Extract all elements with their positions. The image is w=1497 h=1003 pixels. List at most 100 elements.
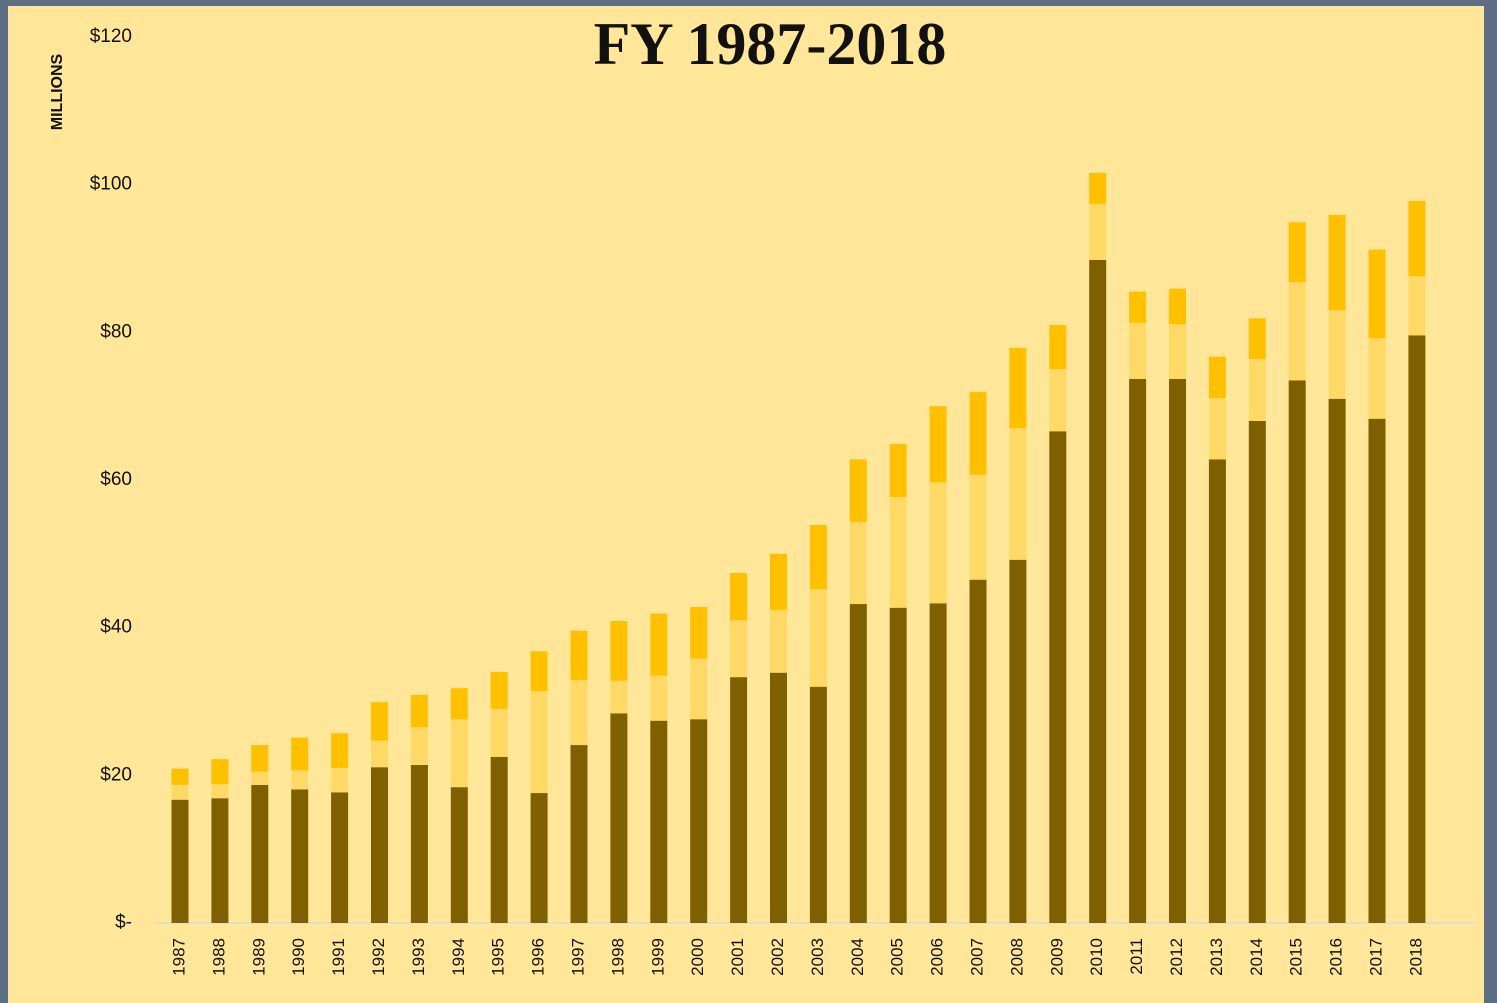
bar-segment	[1328, 214, 1346, 311]
bar-segment	[929, 406, 947, 483]
bar-segment	[1009, 428, 1027, 560]
x-tick-label: 2001	[728, 938, 747, 976]
bar-segment	[1368, 418, 1386, 923]
x-tick-label: 1990	[289, 938, 308, 976]
bar-segment	[450, 787, 468, 923]
x-tick-label: 2004	[848, 938, 867, 976]
bar-segment	[770, 672, 787, 923]
bar-segment	[610, 713, 628, 923]
bar-segment	[291, 770, 309, 790]
bar-segment	[291, 737, 309, 771]
bar-segment	[610, 680, 628, 714]
bar-segment	[490, 756, 508, 923]
bar-segment	[650, 720, 668, 923]
bar-segment	[1089, 203, 1107, 260]
y-tick-label: $60	[100, 469, 132, 490]
y-tick-label: $-	[115, 912, 132, 933]
bar-segment	[490, 671, 508, 709]
bar-segment	[211, 784, 229, 799]
bar-segment	[1408, 200, 1426, 277]
bar-segment	[1208, 398, 1226, 460]
bar-segment	[410, 727, 428, 765]
bar-segment	[889, 443, 907, 497]
bar-segment	[450, 688, 468, 720]
y-axis-label: MILLIONS	[49, 53, 66, 130]
x-tick-label: 2016	[1327, 938, 1346, 976]
bar-segment	[1169, 288, 1186, 325]
bar-segment	[770, 553, 787, 610]
bar-segment	[570, 630, 588, 681]
bar-segment	[1248, 420, 1266, 923]
bar-segment	[570, 745, 588, 923]
bar-segment	[1408, 335, 1426, 924]
bar-segment	[730, 573, 748, 621]
bar-segment	[331, 792, 349, 923]
bar-segment	[809, 686, 827, 923]
bar-segment	[690, 658, 708, 720]
bar-segment	[849, 522, 867, 605]
x-tick-label: 2013	[1207, 938, 1226, 976]
bar-segment	[1129, 378, 1147, 923]
bar-segment	[809, 525, 827, 590]
bar-segment	[929, 482, 947, 604]
bar-segment	[251, 784, 269, 923]
bar-segment	[450, 719, 468, 788]
x-tick-label: 1998	[608, 938, 627, 976]
bar-segment	[1368, 338, 1386, 419]
x-tick-label: 2010	[1087, 938, 1106, 976]
bar-segment	[371, 767, 388, 923]
bar-segment	[1248, 358, 1266, 421]
x-tick-label: 2000	[688, 938, 707, 976]
x-tick-label: 1997	[568, 938, 587, 976]
bar-segment	[849, 604, 867, 923]
x-tick-label: 2007	[967, 938, 986, 976]
bar-segment	[929, 603, 947, 923]
bar-segment	[690, 719, 708, 923]
bar-segment	[331, 733, 349, 768]
bar-segment	[690, 606, 708, 659]
bar-segment	[969, 392, 987, 475]
bar-segment	[570, 680, 588, 746]
bar-segment	[1009, 347, 1027, 429]
bar-segment	[1208, 356, 1226, 399]
bar-segment	[1169, 324, 1186, 379]
bar-segment	[251, 771, 269, 785]
bar-segment	[1049, 431, 1067, 923]
x-tick-label: 1991	[329, 938, 348, 976]
x-tick-label: 2003	[808, 938, 827, 976]
x-tick-label: 2005	[888, 938, 907, 976]
bar-segment	[1328, 398, 1346, 923]
bar-segment	[730, 620, 748, 678]
x-tick-label: 1996	[529, 938, 548, 976]
bar-segment	[211, 798, 229, 923]
bar-segment	[1129, 291, 1147, 323]
x-tick-label: 1989	[249, 938, 268, 976]
bar-segment	[371, 702, 388, 741]
bar-segment	[331, 767, 349, 793]
y-tick-label: $120	[90, 26, 132, 47]
bar-segment	[1089, 172, 1107, 204]
bar-segment	[410, 694, 428, 728]
bar-segment	[889, 607, 907, 923]
bar-segment	[610, 621, 628, 681]
bar-segment	[1049, 369, 1067, 432]
bar-segment	[1009, 559, 1027, 923]
bar-segment	[1089, 259, 1107, 923]
bar-segment	[410, 764, 428, 923]
bar-segment	[251, 745, 269, 772]
bar-segment	[1169, 378, 1186, 923]
bar-segment	[171, 768, 189, 785]
bar-segment	[849, 459, 867, 523]
bar-segment	[1129, 322, 1147, 379]
x-tick-label: 1988	[209, 938, 228, 976]
y-tick-label: $100	[90, 174, 132, 195]
x-tick-label: 2012	[1167, 938, 1186, 976]
x-tick-label: 2018	[1406, 938, 1425, 976]
x-tick-label: 2015	[1287, 938, 1306, 976]
bar-segment	[889, 496, 907, 608]
bar-segment	[969, 474, 987, 580]
bar-segment	[770, 609, 787, 673]
x-tick-label: 2014	[1247, 938, 1266, 976]
bar-segment	[171, 799, 189, 923]
